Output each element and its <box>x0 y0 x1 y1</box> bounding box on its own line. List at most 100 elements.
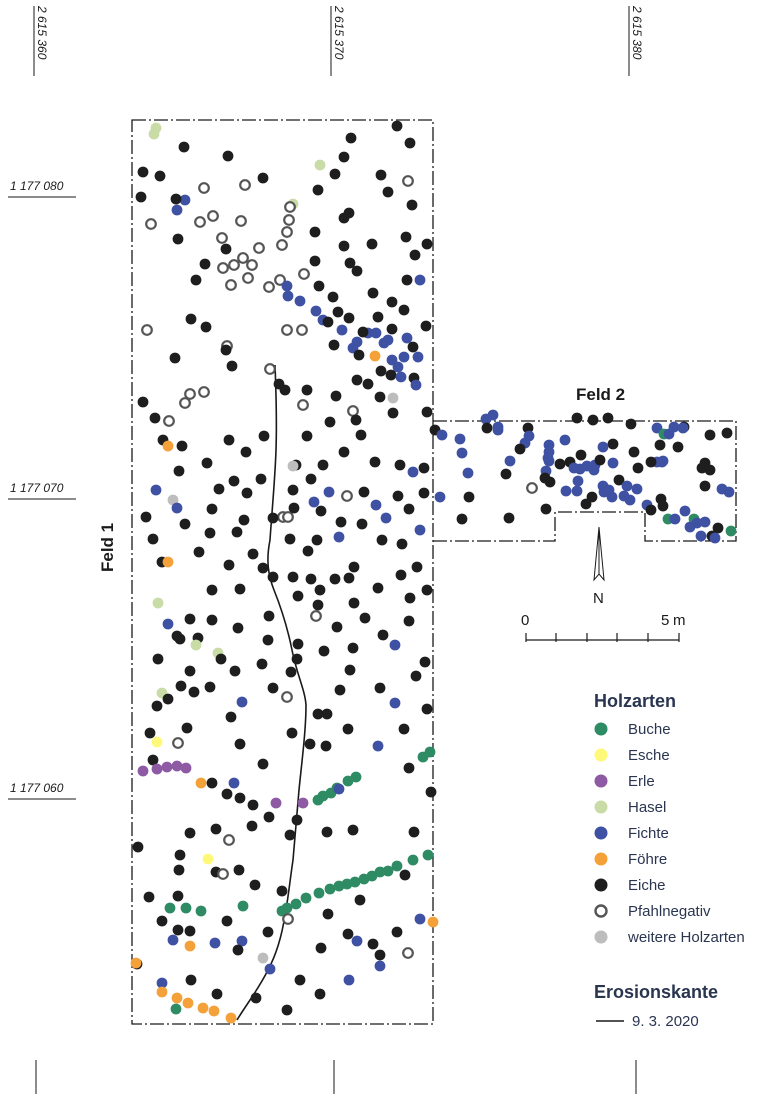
sample-point-eiche <box>305 473 317 485</box>
sample-point-eiche <box>279 384 291 396</box>
sample-point-fichte <box>398 351 410 363</box>
sample-point-fichte <box>588 464 600 476</box>
sample-point-pfahlnegativ <box>198 182 210 194</box>
sample-point-eiche <box>234 792 246 804</box>
sample-point-eiche <box>222 150 234 162</box>
sample-point-buche <box>164 902 176 914</box>
sample-point-eiche <box>575 449 587 461</box>
sample-point-eiche <box>174 633 186 645</box>
erosion-legend-date: 9. 3. 2020 <box>632 1013 699 1030</box>
sample-point-eiche <box>322 908 334 920</box>
sample-point-pfahlnegativ <box>253 242 265 254</box>
sample-point-erle <box>137 765 149 777</box>
sample-point-eiche <box>185 313 197 325</box>
legend-title: Holzarten <box>594 691 676 711</box>
sample-point-eiche <box>657 500 669 512</box>
sample-point-eiche <box>410 670 422 682</box>
sample-point-pfahlnegativ <box>282 511 294 523</box>
sample-point-eiche <box>258 430 270 442</box>
sample-point-eiche <box>184 665 196 677</box>
sample-point-eiche <box>401 274 413 286</box>
sample-point-fichte <box>333 783 345 795</box>
sample-point-eiche <box>231 526 243 538</box>
sample-point-buche <box>324 883 336 895</box>
sample-point-pfahlnegativ <box>194 216 206 228</box>
sample-point-eiche <box>645 504 657 516</box>
north-arrow-label: N <box>593 590 604 607</box>
sample-point-eiche <box>213 483 225 495</box>
legend-item-label: Hasel <box>628 799 666 816</box>
sample-point-pfahlnegativ <box>341 490 353 502</box>
sample-point-fichte <box>571 485 583 497</box>
sample-point-eiche <box>328 339 340 351</box>
sample-point-buche <box>391 860 403 872</box>
feld2-boundary <box>433 420 737 542</box>
sample-point-eiche <box>181 722 193 734</box>
sample-point-eiche <box>343 312 355 324</box>
sample-point-eiche <box>348 561 360 573</box>
sample-point-fichte <box>607 457 619 469</box>
sample-point-eiche <box>338 446 350 458</box>
sample-point-eiche <box>514 443 526 455</box>
sample-point-eiche <box>291 653 303 665</box>
sample-point-eiche <box>404 137 416 149</box>
sample-point-eiche <box>179 518 191 530</box>
sample-point-pfahlnegativ <box>237 252 249 264</box>
sample-point-eiche <box>345 132 357 144</box>
sample-point-eiche <box>221 915 233 927</box>
sample-point-eiche <box>223 559 235 571</box>
sample-point-eiche <box>184 925 196 937</box>
sample-point-eiche <box>132 841 144 853</box>
sample-point-eiche <box>284 829 296 841</box>
sample-point-eiche <box>503 512 515 524</box>
fichte-dot-icon <box>594 826 608 840</box>
scale-end-label: 5 <box>661 612 669 629</box>
sample-point-eiche <box>625 418 637 430</box>
sample-point-fichte <box>560 485 572 497</box>
sample-point-eiche <box>403 615 415 627</box>
sample-point-eiche <box>151 700 163 712</box>
sample-point-eiche <box>419 656 431 668</box>
sample-point-fichte <box>171 204 183 216</box>
sample-point-eiche <box>304 738 316 750</box>
sample-point-eiche <box>421 406 433 418</box>
sample-point-pfahlnegativ <box>281 324 293 336</box>
sample-point-eiche <box>140 511 152 523</box>
sample-point-pfahlnegativ <box>228 259 240 271</box>
sample-point-eiche <box>311 534 323 546</box>
sample-point-fichte <box>414 524 426 536</box>
north-arrow: N <box>593 526 605 607</box>
northing-label-060: 1 177 060 <box>10 781 64 795</box>
sample-point-pfahlnegativ <box>282 913 294 925</box>
sample-point-eiche <box>704 464 716 476</box>
legend-item-label: Eiche <box>628 877 666 894</box>
sample-point-eiche <box>285 666 297 678</box>
sample-point-weitere-holzarten <box>287 460 299 472</box>
sample-point-eiche <box>206 777 218 789</box>
sample-point-eiche <box>580 498 592 510</box>
sample-point-fichte <box>414 913 426 925</box>
sample-point-fichte <box>162 618 174 630</box>
sample-point-eiche <box>420 320 432 332</box>
sample-point-buche <box>422 849 434 861</box>
sample-point-eiche <box>172 233 184 245</box>
pfahlnegativ-ring-icon <box>594 904 608 918</box>
sample-point-eiche <box>309 226 321 238</box>
sample-point-eiche <box>262 634 274 646</box>
sample-point-hasel <box>314 159 326 171</box>
sample-point-weitere-holzarten <box>387 392 399 404</box>
sample-point-fichte <box>351 935 363 947</box>
sample-point-eiche <box>247 548 259 560</box>
sample-point-buche <box>350 771 362 783</box>
sample-point-fichte <box>434 491 446 503</box>
sample-point-pfahlnegativ <box>263 281 275 293</box>
sample-point-eiche <box>375 169 387 181</box>
sample-point-eiche <box>342 928 354 940</box>
sample-point-eiche <box>262 926 274 938</box>
sample-point-pfahlnegativ <box>217 262 229 274</box>
sample-point-eiche <box>234 583 246 595</box>
sample-point-pfahlnegativ <box>274 274 286 286</box>
erosion-legend-title: Erosionskante <box>594 982 718 1002</box>
sample-point-pfahlnegativ <box>225 279 237 291</box>
